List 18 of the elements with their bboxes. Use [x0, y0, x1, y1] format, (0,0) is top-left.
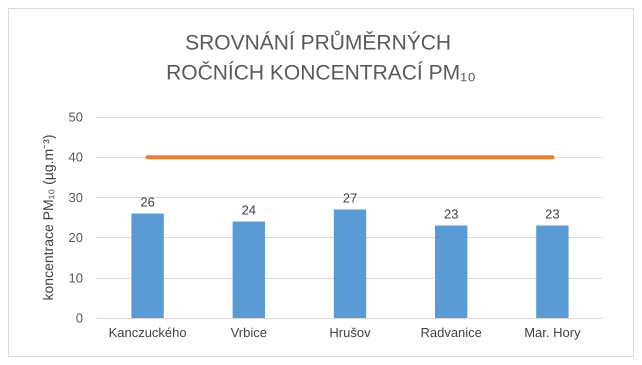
data-label: 26 — [140, 194, 155, 210]
y-axis-title: koncentrace PM₁₀ (µg.m⁻³) — [40, 134, 56, 300]
y-tick-label: 0 — [76, 310, 83, 326]
x-tick-label: Vrbice — [230, 325, 267, 340]
x-tick-label: Mar. Hory — [524, 325, 582, 340]
data-label: 23 — [444, 206, 458, 222]
data-label: 23 — [545, 206, 560, 222]
y-tick-label: 30 — [68, 190, 83, 205]
data-label: 24 — [242, 202, 256, 218]
data-label: 27 — [342, 190, 358, 206]
x-tick-label: Radvanice — [420, 325, 482, 340]
y-tick-label: 50 — [68, 110, 83, 124]
x-tick-label: Kanczuckého — [108, 325, 187, 340]
y-tick-label: 20 — [68, 230, 83, 246]
chart-title: SROVNÁNÍ PRŮMĚRNÝCH ROČNÍCH KONCENTRACÍ PM₁₀ — [166, 30, 476, 84]
y-tick-label: 10 — [68, 270, 83, 286]
x-tick-label: Hrušov — [329, 325, 372, 340]
y-tick-label: 40 — [68, 150, 83, 165]
